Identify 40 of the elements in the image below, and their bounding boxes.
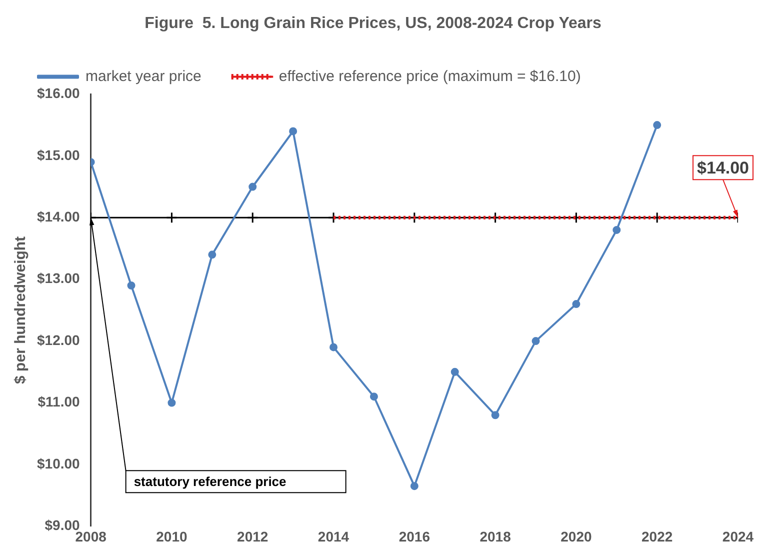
point [410, 482, 418, 490]
legend-label: market year price [86, 68, 202, 85]
point [653, 121, 662, 130]
y-tick-label: $12.00 [36, 332, 80, 348]
x-tick-label: 2022 [642, 528, 673, 544]
point [328, 212, 340, 224]
x-tick-label: 2012 [237, 528, 268, 544]
chart-title: Figure 5. Long Grain Rice Prices, US, 2008-2024 Crop Years [144, 15, 602, 32]
annotation: $14.00 [697, 158, 750, 178]
x-tick-label: 2020 [560, 528, 592, 544]
point [289, 127, 298, 136]
point [127, 282, 136, 290]
point [491, 411, 500, 420]
point [248, 182, 257, 191]
point [612, 226, 621, 234]
point [330, 343, 338, 352]
y-axis-title: $ per hundredweight [12, 236, 30, 384]
y-tick-label: $13.00 [36, 270, 80, 286]
y-tick-label: $14.00 [36, 208, 80, 224]
legend-label: effective reference price (maximum = $16.10) [278, 68, 581, 85]
y-tick-label: $10.00 [36, 455, 80, 472]
point [166, 212, 178, 224]
x-tick-label: 2016 [398, 528, 430, 544]
point [651, 212, 663, 224]
annotation: statutory reference price [134, 474, 286, 490]
point [168, 398, 176, 407]
y-tick-label: $11.00 [38, 394, 80, 410]
point [208, 250, 216, 259]
point [450, 368, 459, 376]
point [370, 392, 378, 401]
point [572, 300, 580, 308]
point [246, 212, 258, 224]
x-tick-label: 2024 [722, 528, 754, 544]
point [570, 212, 582, 224]
x-tick-label: 2018 [480, 528, 512, 544]
y-tick-label: $16.00 [36, 85, 80, 102]
point [532, 337, 540, 346]
x-tick-label: 2014 [318, 528, 350, 544]
x-tick-label: 2010 [156, 528, 188, 544]
y-tick-label: $15.00 [36, 146, 80, 163]
